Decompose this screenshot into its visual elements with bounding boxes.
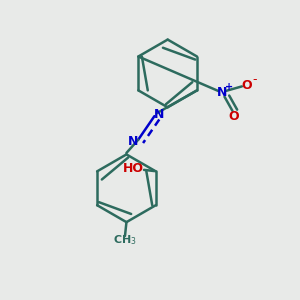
Text: +: + — [225, 82, 233, 92]
Text: N: N — [217, 86, 227, 99]
Text: N: N — [128, 135, 138, 148]
Text: -: - — [252, 74, 257, 86]
Text: O: O — [242, 79, 253, 92]
Text: O: O — [229, 110, 239, 123]
Text: HO: HO — [123, 162, 144, 175]
Text: CH$_3$: CH$_3$ — [113, 233, 137, 247]
Text: N: N — [154, 108, 164, 121]
